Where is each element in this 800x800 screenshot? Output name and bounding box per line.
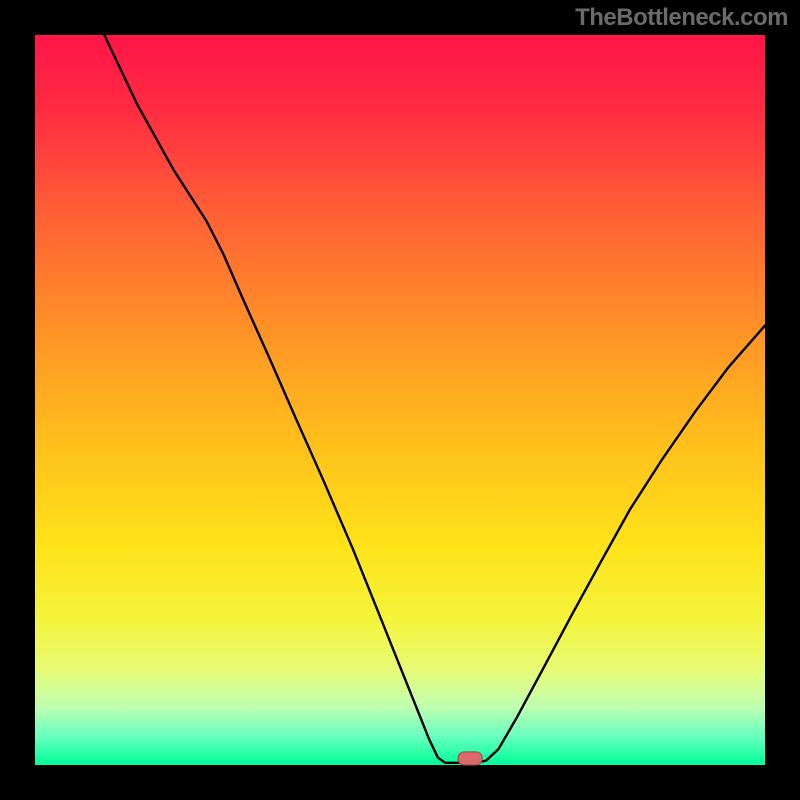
watermark-text: TheBottleneck.com	[575, 4, 788, 32]
plot-background	[35, 35, 765, 765]
bottleneck-chart	[0, 0, 800, 800]
optimal-marker	[458, 752, 482, 765]
